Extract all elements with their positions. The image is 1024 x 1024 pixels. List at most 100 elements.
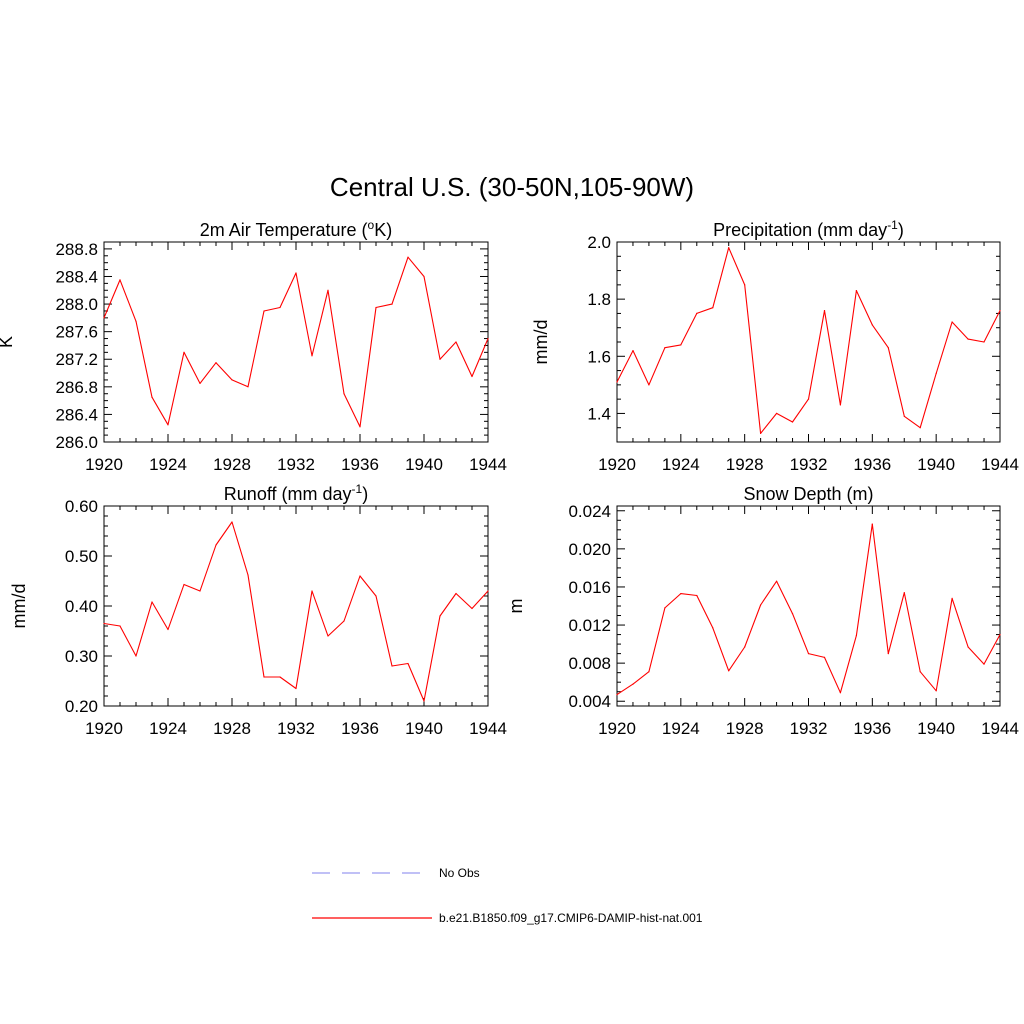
data-point xyxy=(135,320,137,322)
y-tick-label: 287.6 xyxy=(55,323,98,342)
x-tick-label: 1932 xyxy=(790,455,828,474)
data-point xyxy=(919,671,921,673)
data-point xyxy=(951,321,953,323)
chart-panel-3: 1920 1924 1928 1932 1936 1940 1944 0.20 0.30 0.40… xyxy=(9,482,507,738)
data-point xyxy=(327,635,329,637)
x-tick-label: 1928 xyxy=(726,455,764,474)
data-point xyxy=(999,310,1001,312)
x-tick-label: 1936 xyxy=(341,455,379,474)
data-point xyxy=(215,544,217,546)
y-tick-label: 288.8 xyxy=(55,240,98,259)
data-point xyxy=(680,593,682,595)
data-point xyxy=(231,379,233,381)
chart-panel-1: 1920 1924 1928 1932 1936 1940 1944 286.0 286.4 28… xyxy=(0,218,507,474)
y-tick-label: 0.016 xyxy=(568,578,611,597)
data-point xyxy=(375,306,377,309)
y-tick-label: 0.20 xyxy=(65,697,98,716)
data-point xyxy=(471,375,473,378)
data-point xyxy=(103,622,105,625)
data-point xyxy=(983,341,985,343)
data-point xyxy=(199,590,201,592)
x-tick-label: 1936 xyxy=(341,719,379,738)
data-point xyxy=(439,358,441,360)
data-point xyxy=(311,355,313,357)
data-point xyxy=(632,683,634,685)
data-point xyxy=(664,607,666,609)
data-point xyxy=(359,575,361,577)
legend: No Obs b.e21.B1850.f09_g17.CMIP6-DAMIP-h… xyxy=(312,866,703,925)
data-point xyxy=(135,655,137,657)
data-point xyxy=(935,690,937,692)
x-tick-label: 1924 xyxy=(149,719,187,738)
data-point xyxy=(455,592,457,595)
data-point xyxy=(423,700,425,702)
data-point xyxy=(616,381,618,383)
x-tick-label: 1920 xyxy=(598,719,636,738)
figure-title: Central U.S. (30-50N,105-90W) xyxy=(330,172,694,202)
data-point xyxy=(295,272,297,274)
data-point xyxy=(151,601,153,603)
data-point xyxy=(327,289,329,291)
x-tick-label: 1940 xyxy=(405,719,443,738)
data-point xyxy=(680,344,682,346)
chart-panel-2: 1920 1924 1928 1932 1936 1940 1944 1.4 1.6 1.8 2.0… xyxy=(531,218,1019,474)
data-point xyxy=(823,656,826,659)
chart-panel-4: 1920 1924 1928 1932 1936 1940 1944 0.004 0.008 0.… xyxy=(506,484,1019,738)
data-point xyxy=(855,634,858,637)
data-point xyxy=(183,583,185,586)
data-point xyxy=(471,607,473,610)
x-tick-label: 1928 xyxy=(726,719,764,738)
x-tick-label: 1924 xyxy=(662,455,700,474)
y-tick-label: 0.024 xyxy=(568,502,611,521)
data-point xyxy=(744,646,746,648)
y-tick-label: 1.4 xyxy=(587,404,611,423)
x-tick-label: 1944 xyxy=(469,719,507,738)
data-point xyxy=(855,290,858,292)
data-point xyxy=(999,634,1001,636)
data-point xyxy=(279,676,281,678)
y-tick-label: 0.60 xyxy=(65,497,98,516)
y-axis-label: m xyxy=(506,599,526,614)
data-point xyxy=(760,604,762,606)
data-point xyxy=(744,284,746,286)
data-point xyxy=(311,590,313,592)
data-point xyxy=(343,393,345,395)
data-point xyxy=(119,625,121,627)
data-point xyxy=(983,663,985,665)
data-point xyxy=(887,347,889,349)
data-point xyxy=(295,687,297,690)
y-tick-label: 0.004 xyxy=(568,692,611,711)
panel-title: Runoff (mm day-1) xyxy=(224,482,368,504)
x-tick-label: 1944 xyxy=(469,455,507,474)
data-point xyxy=(903,592,905,594)
data-point xyxy=(391,665,393,667)
data-point xyxy=(439,615,441,617)
y-axis-label: mm/d xyxy=(9,584,29,629)
data-point xyxy=(648,384,650,386)
data-point xyxy=(119,279,121,281)
x-tick-label: 1924 xyxy=(662,719,700,738)
x-tick-label: 1932 xyxy=(790,719,828,738)
data-point xyxy=(776,580,778,582)
y-tick-label: 286.0 xyxy=(55,433,98,452)
x-tick-label: 1940 xyxy=(405,455,443,474)
y-tick-label: 286.8 xyxy=(55,378,98,397)
y-tick-label: 288.0 xyxy=(55,295,98,314)
data-point xyxy=(167,628,169,631)
data-point xyxy=(231,521,233,523)
y-tick-label: 1.6 xyxy=(587,347,611,366)
data-point xyxy=(967,646,969,648)
data-point xyxy=(151,396,153,398)
x-tick-label: 1944 xyxy=(981,455,1019,474)
data-point xyxy=(776,412,778,414)
data-point xyxy=(407,662,409,665)
data-point xyxy=(199,382,201,384)
y-tick-label: 0.30 xyxy=(65,647,98,666)
panels: 1920 1924 1928 1932 1936 1940 1944 286.0 286.4 28… xyxy=(0,218,1019,738)
data-point xyxy=(871,523,873,525)
x-tick-label: 1944 xyxy=(981,719,1019,738)
data-point xyxy=(696,594,698,597)
data-point xyxy=(632,350,634,352)
data-point xyxy=(183,351,185,353)
